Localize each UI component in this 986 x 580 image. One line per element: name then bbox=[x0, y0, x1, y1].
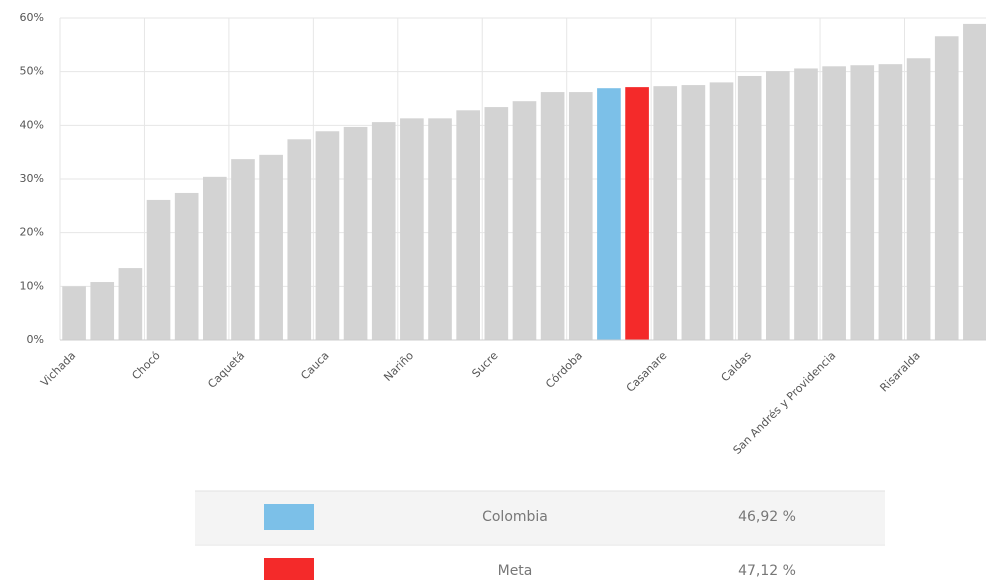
bar bbox=[878, 64, 903, 341]
bar bbox=[681, 85, 706, 340]
y-tick-label: 40% bbox=[20, 118, 44, 131]
legend-table: Colombia 46,92 % Meta 47,12 % bbox=[195, 490, 885, 580]
x-tick-label: Nariño bbox=[381, 349, 416, 384]
legend-name: Meta bbox=[498, 563, 533, 579]
bar bbox=[653, 86, 678, 340]
legend-swatch bbox=[264, 558, 314, 580]
bar bbox=[231, 159, 255, 340]
x-tick-label: Risaralda bbox=[877, 349, 922, 394]
bar bbox=[906, 58, 931, 340]
x-tick-label: Chocó bbox=[129, 349, 163, 383]
legend-swatch bbox=[264, 504, 314, 530]
bar bbox=[484, 107, 509, 340]
bar bbox=[597, 88, 621, 340]
y-tick-label: 60% bbox=[20, 11, 44, 24]
legend-name: Colombia bbox=[482, 509, 548, 525]
bar bbox=[400, 118, 424, 341]
bar bbox=[766, 71, 790, 340]
bar bbox=[371, 122, 396, 340]
x-tick-label: Córdoba bbox=[543, 349, 585, 391]
bar bbox=[822, 66, 846, 341]
bar bbox=[118, 268, 143, 340]
bar bbox=[428, 118, 452, 341]
bar bbox=[343, 126, 368, 341]
bar bbox=[850, 65, 875, 340]
bar bbox=[174, 192, 199, 340]
bar bbox=[709, 82, 734, 341]
bar bbox=[737, 75, 762, 341]
legend-value: 47,12 % bbox=[738, 563, 796, 579]
x-tick-label: Cauca bbox=[298, 349, 331, 382]
x-tick-label: Caldas bbox=[719, 349, 754, 384]
bar bbox=[203, 176, 227, 340]
bar bbox=[963, 23, 986, 341]
bar bbox=[315, 131, 340, 340]
legend-value: 46,92 % bbox=[738, 509, 796, 525]
bar bbox=[259, 154, 283, 340]
x-tick-label: Vichada bbox=[38, 349, 78, 389]
bar bbox=[62, 286, 86, 340]
bar bbox=[146, 199, 171, 340]
y-tick-label: 0% bbox=[27, 333, 44, 346]
y-tick-label: 50% bbox=[20, 65, 44, 78]
bar bbox=[456, 110, 480, 340]
bar bbox=[568, 92, 593, 340]
y-tick-label: 30% bbox=[20, 172, 44, 185]
y-tick-label: 10% bbox=[20, 279, 44, 292]
bar bbox=[540, 92, 565, 340]
bar bbox=[512, 101, 537, 340]
bar bbox=[625, 87, 649, 340]
x-tick-label: Sucre bbox=[469, 349, 500, 380]
bar bbox=[287, 139, 312, 340]
bar bbox=[90, 282, 115, 340]
x-tick-label: Casanare bbox=[624, 349, 670, 395]
bar bbox=[794, 68, 818, 341]
y-tick-label: 20% bbox=[20, 226, 44, 239]
x-tick-label: Caquetá bbox=[205, 349, 247, 391]
bar bbox=[934, 36, 959, 340]
